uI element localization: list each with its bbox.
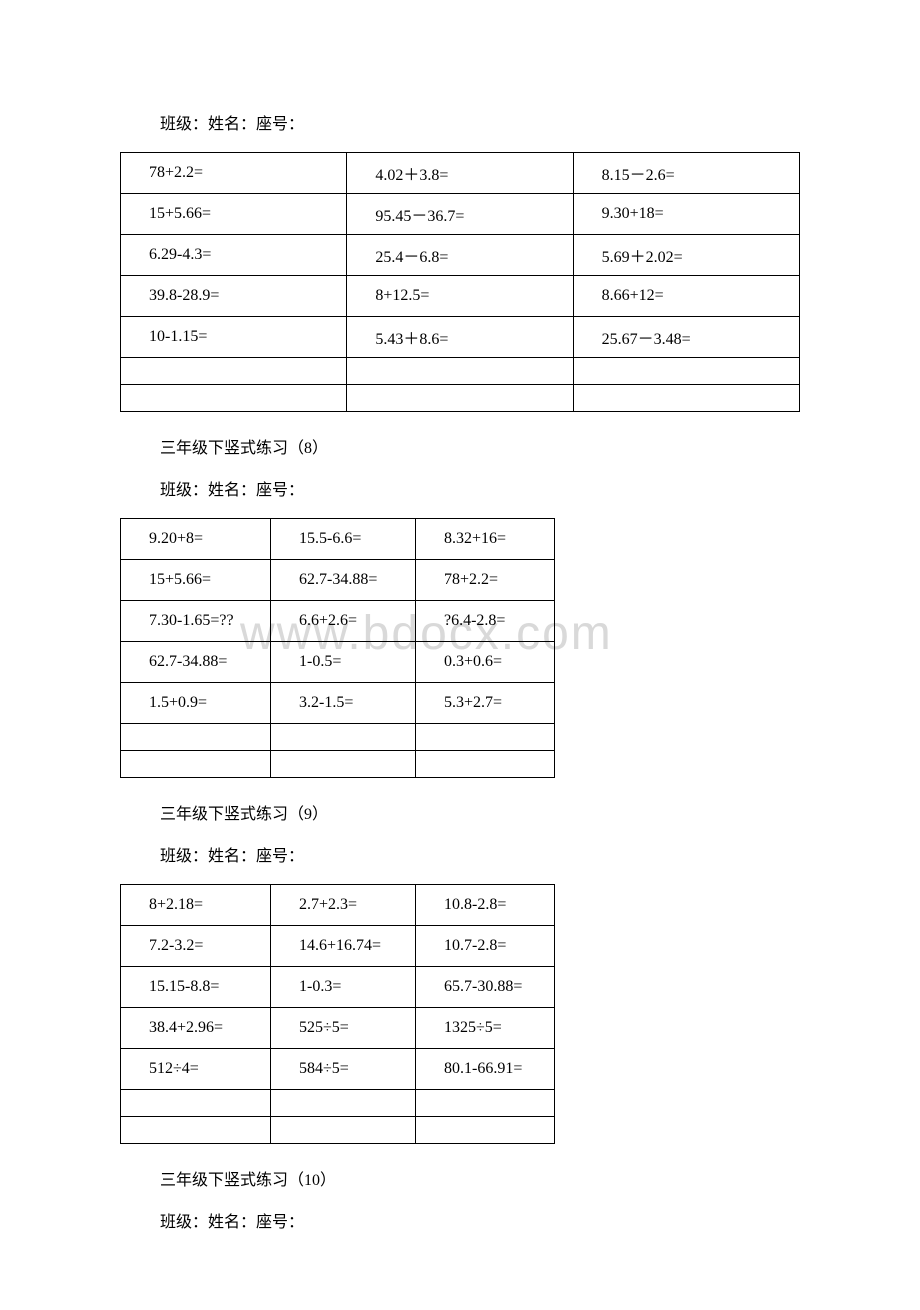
table-row: 1.5+0.9= 3.2-1.5= 5.3+2.7=	[121, 683, 555, 724]
cell: 25.67－3.48=	[573, 317, 799, 358]
table-row: 7.30-1.65=?? 6.6+2.6= ?6.4-2.8=	[121, 601, 555, 642]
cell: 10.7-2.8=	[416, 926, 555, 967]
table-row: 15.15-8.8= 1-0.3= 65.7-30.88=	[121, 967, 555, 1008]
table-row: 62.7-34.88= 1-0.5= 0.3+0.6=	[121, 642, 555, 683]
cell	[271, 1090, 416, 1117]
section-title-4: 三年级下竖式练习（10）	[120, 1166, 800, 1190]
cell: 1.5+0.9=	[121, 683, 271, 724]
cell: 62.7-34.88=	[121, 642, 271, 683]
cell: 8+12.5=	[347, 276, 573, 317]
table-row	[121, 1117, 555, 1144]
cell: 9.20+8=	[121, 519, 271, 560]
header-2: 班级：姓名：座号：	[120, 476, 800, 500]
cell: 15.15-8.8=	[121, 967, 271, 1008]
cell: 6.6+2.6=	[271, 601, 416, 642]
cell: 15+5.66=	[121, 194, 347, 235]
table-row	[121, 1090, 555, 1117]
cell: 80.1-66.91=	[416, 1049, 555, 1090]
cell: 10.8-2.8=	[416, 885, 555, 926]
cell	[121, 751, 271, 778]
cell: 10-1.15=	[121, 317, 347, 358]
cell	[121, 1117, 271, 1144]
cell: 584÷5=	[271, 1049, 416, 1090]
cell: 9.30+18=	[573, 194, 799, 235]
cell: 1325÷5=	[416, 1008, 555, 1049]
cell: 15.5-6.6=	[271, 519, 416, 560]
cell	[121, 1090, 271, 1117]
cell: 78+2.2=	[121, 153, 347, 194]
cell: 5.69＋2.02=	[573, 235, 799, 276]
cell	[416, 724, 555, 751]
cell	[121, 358, 347, 385]
cell: 2.7+2.3=	[271, 885, 416, 926]
section-title-2: 三年级下竖式练习（8）	[120, 434, 800, 458]
cell	[416, 1090, 555, 1117]
table-row: 15+5.66= 95.45－36.7= 9.30+18=	[121, 194, 800, 235]
header-4: 班级：姓名：座号：	[120, 1208, 800, 1232]
table-row: 8+2.18= 2.7+2.3= 10.8-2.8=	[121, 885, 555, 926]
cell: 78+2.2=	[416, 560, 555, 601]
table-row: 39.8-28.9= 8+12.5= 8.66+12=	[121, 276, 800, 317]
cell: 1-0.5=	[271, 642, 416, 683]
cell: 525÷5=	[271, 1008, 416, 1049]
cell: 512÷4=	[121, 1049, 271, 1090]
cell: 62.7-34.88=	[271, 560, 416, 601]
table-row	[121, 358, 800, 385]
practice-table-3: 8+2.18= 2.7+2.3= 10.8-2.8= 7.2-3.2= 14.6…	[120, 884, 555, 1144]
table-row: 512÷4= 584÷5= 80.1-66.91=	[121, 1049, 555, 1090]
cell: 6.29-4.3=	[121, 235, 347, 276]
table-row: 6.29-4.3= 25.4－6.8= 5.69＋2.02=	[121, 235, 800, 276]
cell	[271, 1117, 416, 1144]
cell: 1-0.3=	[271, 967, 416, 1008]
cell	[573, 358, 799, 385]
cell	[121, 724, 271, 751]
practice-table-2: 9.20+8= 15.5-6.6= 8.32+16= 15+5.66= 62.7…	[120, 518, 555, 778]
table-row: 9.20+8= 15.5-6.6= 8.32+16=	[121, 519, 555, 560]
table-row	[121, 385, 800, 412]
header-1: 班级：姓名：座号：	[120, 110, 800, 134]
cell: 4.02＋3.8=	[347, 153, 573, 194]
cell	[573, 385, 799, 412]
table-row	[121, 751, 555, 778]
cell: 8.66+12=	[573, 276, 799, 317]
cell	[271, 751, 416, 778]
cell: 3.2-1.5=	[271, 683, 416, 724]
cell: 7.30-1.65=??	[121, 601, 271, 642]
cell	[347, 385, 573, 412]
cell: 0.3+0.6=	[416, 642, 555, 683]
cell: 39.8-28.9=	[121, 276, 347, 317]
cell: 38.4+2.96=	[121, 1008, 271, 1049]
cell: 95.45－36.7=	[347, 194, 573, 235]
cell: 65.7-30.88=	[416, 967, 555, 1008]
table-row: 10-1.15= 5.43＋8.6= 25.67－3.48=	[121, 317, 800, 358]
section-title-3: 三年级下竖式练习（9）	[120, 800, 800, 824]
cell: 14.6+16.74=	[271, 926, 416, 967]
cell: ?6.4-2.8=	[416, 601, 555, 642]
cell	[416, 1117, 555, 1144]
cell: 7.2-3.2=	[121, 926, 271, 967]
table-row: 38.4+2.96= 525÷5= 1325÷5=	[121, 1008, 555, 1049]
table-row: 78+2.2= 4.02＋3.8= 8.15－2.6=	[121, 153, 800, 194]
table-row: 15+5.66= 62.7-34.88= 78+2.2=	[121, 560, 555, 601]
cell: 8.15－2.6=	[573, 153, 799, 194]
practice-table-1: 78+2.2= 4.02＋3.8= 8.15－2.6= 15+5.66= 95.…	[120, 152, 800, 412]
cell: 8+2.18=	[121, 885, 271, 926]
table-row	[121, 724, 555, 751]
cell: 25.4－6.8=	[347, 235, 573, 276]
cell: 5.3+2.7=	[416, 683, 555, 724]
header-3: 班级：姓名：座号：	[120, 842, 800, 866]
table-row: 7.2-3.2= 14.6+16.74= 10.7-2.8=	[121, 926, 555, 967]
cell: 15+5.66=	[121, 560, 271, 601]
cell	[121, 385, 347, 412]
cell	[271, 724, 416, 751]
cell	[416, 751, 555, 778]
cell: 8.32+16=	[416, 519, 555, 560]
cell: 5.43＋8.6=	[347, 317, 573, 358]
cell	[347, 358, 573, 385]
